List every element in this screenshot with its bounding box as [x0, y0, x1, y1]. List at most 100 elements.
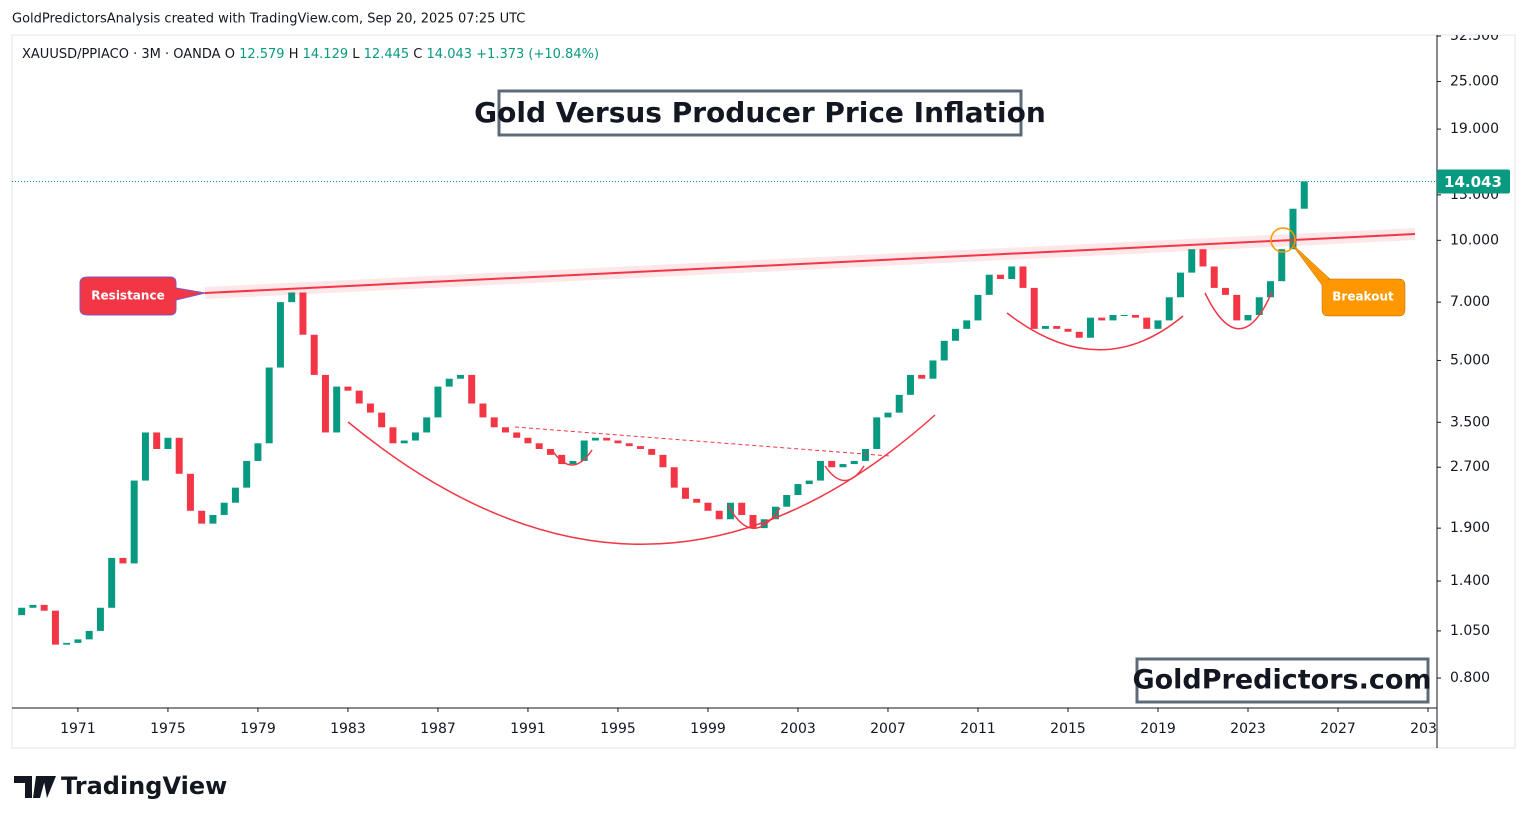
candle [1165, 297, 1173, 321]
candle [1098, 317, 1106, 321]
candle [209, 514, 217, 524]
candle [895, 394, 903, 413]
frame [11, 34, 1516, 749]
candle [591, 437, 599, 441]
change: +1.373 [476, 47, 524, 62]
candle [771, 506, 779, 520]
watermark-box [1135, 657, 1430, 704]
candle [760, 519, 768, 529]
breakout-callout [1289, 241, 1406, 317]
x-tick-label: 1991 [510, 721, 546, 737]
symbol: XAUUSD/PPIACO · 3M · OANDA [22, 47, 221, 62]
candle [1210, 266, 1218, 288]
x-tick-label: 1979 [240, 721, 276, 737]
symbol-legend: XAUUSD/PPIACO · 3M · OANDA O 12.579 H 14… [22, 47, 599, 62]
candle [378, 412, 386, 428]
candle [1053, 325, 1061, 329]
candle [828, 460, 836, 468]
y-tick-label: 5.000 [1450, 352, 1490, 368]
candle [243, 460, 251, 488]
candle [996, 274, 1004, 279]
candle [119, 557, 127, 564]
last-price-tag [1437, 169, 1510, 194]
brand: TradingView [61, 772, 227, 800]
x-tick-label: 1999 [690, 721, 726, 737]
attribution: GoldPredictorsAnalysis created with Trad… [12, 12, 525, 27]
handle-curve [551, 449, 593, 466]
candle [1289, 208, 1297, 250]
candle [96, 607, 104, 631]
title-box [497, 89, 1023, 137]
candle [816, 460, 824, 481]
candle [963, 320, 971, 329]
candle [929, 360, 937, 379]
candle [355, 390, 363, 404]
candle [321, 374, 329, 433]
candle [558, 454, 566, 465]
candle [434, 386, 442, 418]
candle [164, 437, 172, 449]
x-tick-label: 1987 [420, 721, 456, 737]
candle [884, 412, 892, 418]
candle [805, 480, 813, 485]
ohlc-key: C [413, 47, 422, 62]
candle [715, 510, 723, 520]
candle [333, 386, 341, 433]
candle [1244, 314, 1252, 321]
candle [1075, 331, 1083, 338]
candle [299, 292, 307, 335]
candle [411, 432, 419, 441]
y-tick-label: 25.000 [1450, 74, 1499, 90]
candle [288, 292, 296, 303]
ohlc-key: O [225, 47, 235, 62]
candle [276, 302, 284, 368]
candle [231, 487, 239, 503]
y-tick-label: 19.000 [1450, 121, 1499, 137]
ohlc-value: 12.579 [239, 47, 285, 62]
candle [1255, 297, 1263, 315]
candle [1267, 281, 1274, 298]
candle [265, 367, 273, 444]
ohlc-key: L [352, 47, 360, 62]
candle [366, 403, 374, 413]
candle [783, 495, 791, 507]
candle [468, 374, 476, 404]
candle [74, 639, 82, 643]
resistance-callout [79, 276, 206, 316]
candle [839, 464, 847, 468]
handle-curve [824, 465, 865, 482]
candle [524, 437, 532, 444]
x-axis: 1971 1975 1979 1983 1987 1991 1995 1999 2003 2007… [60, 708, 1437, 737]
candle [670, 467, 678, 488]
candle [51, 610, 59, 645]
candle [648, 448, 656, 455]
candle [344, 386, 352, 391]
candle [726, 502, 734, 520]
breakout-label: Breakout [1332, 290, 1394, 304]
resistance-label: Resistance [91, 289, 164, 303]
candle [951, 328, 959, 341]
x-tick-label: 1971 [60, 721, 96, 737]
candle [1199, 249, 1207, 267]
x-tick-label: 2003 [780, 721, 816, 737]
candle [1086, 317, 1094, 338]
candle [1008, 266, 1016, 279]
candle [1131, 314, 1139, 318]
candle [1109, 314, 1117, 321]
cup-curve [1204, 291, 1273, 330]
candle [400, 440, 408, 444]
candle [63, 642, 71, 645]
candle [625, 443, 633, 447]
candle [479, 403, 487, 418]
x-tick-label: 2023 [1230, 721, 1266, 737]
candle [974, 294, 982, 321]
ohlc-key: H [289, 47, 299, 62]
resistance-line [204, 233, 1416, 294]
x-tick-label: 1983 [330, 721, 366, 737]
tv-logo [14, 776, 56, 798]
x-tick-label: 2007 [870, 721, 906, 737]
chart-title: Gold Versus Producer Price Inflation [474, 96, 1046, 129]
neckline [514, 426, 891, 457]
y-tick-label: 10.000 [1450, 232, 1499, 248]
